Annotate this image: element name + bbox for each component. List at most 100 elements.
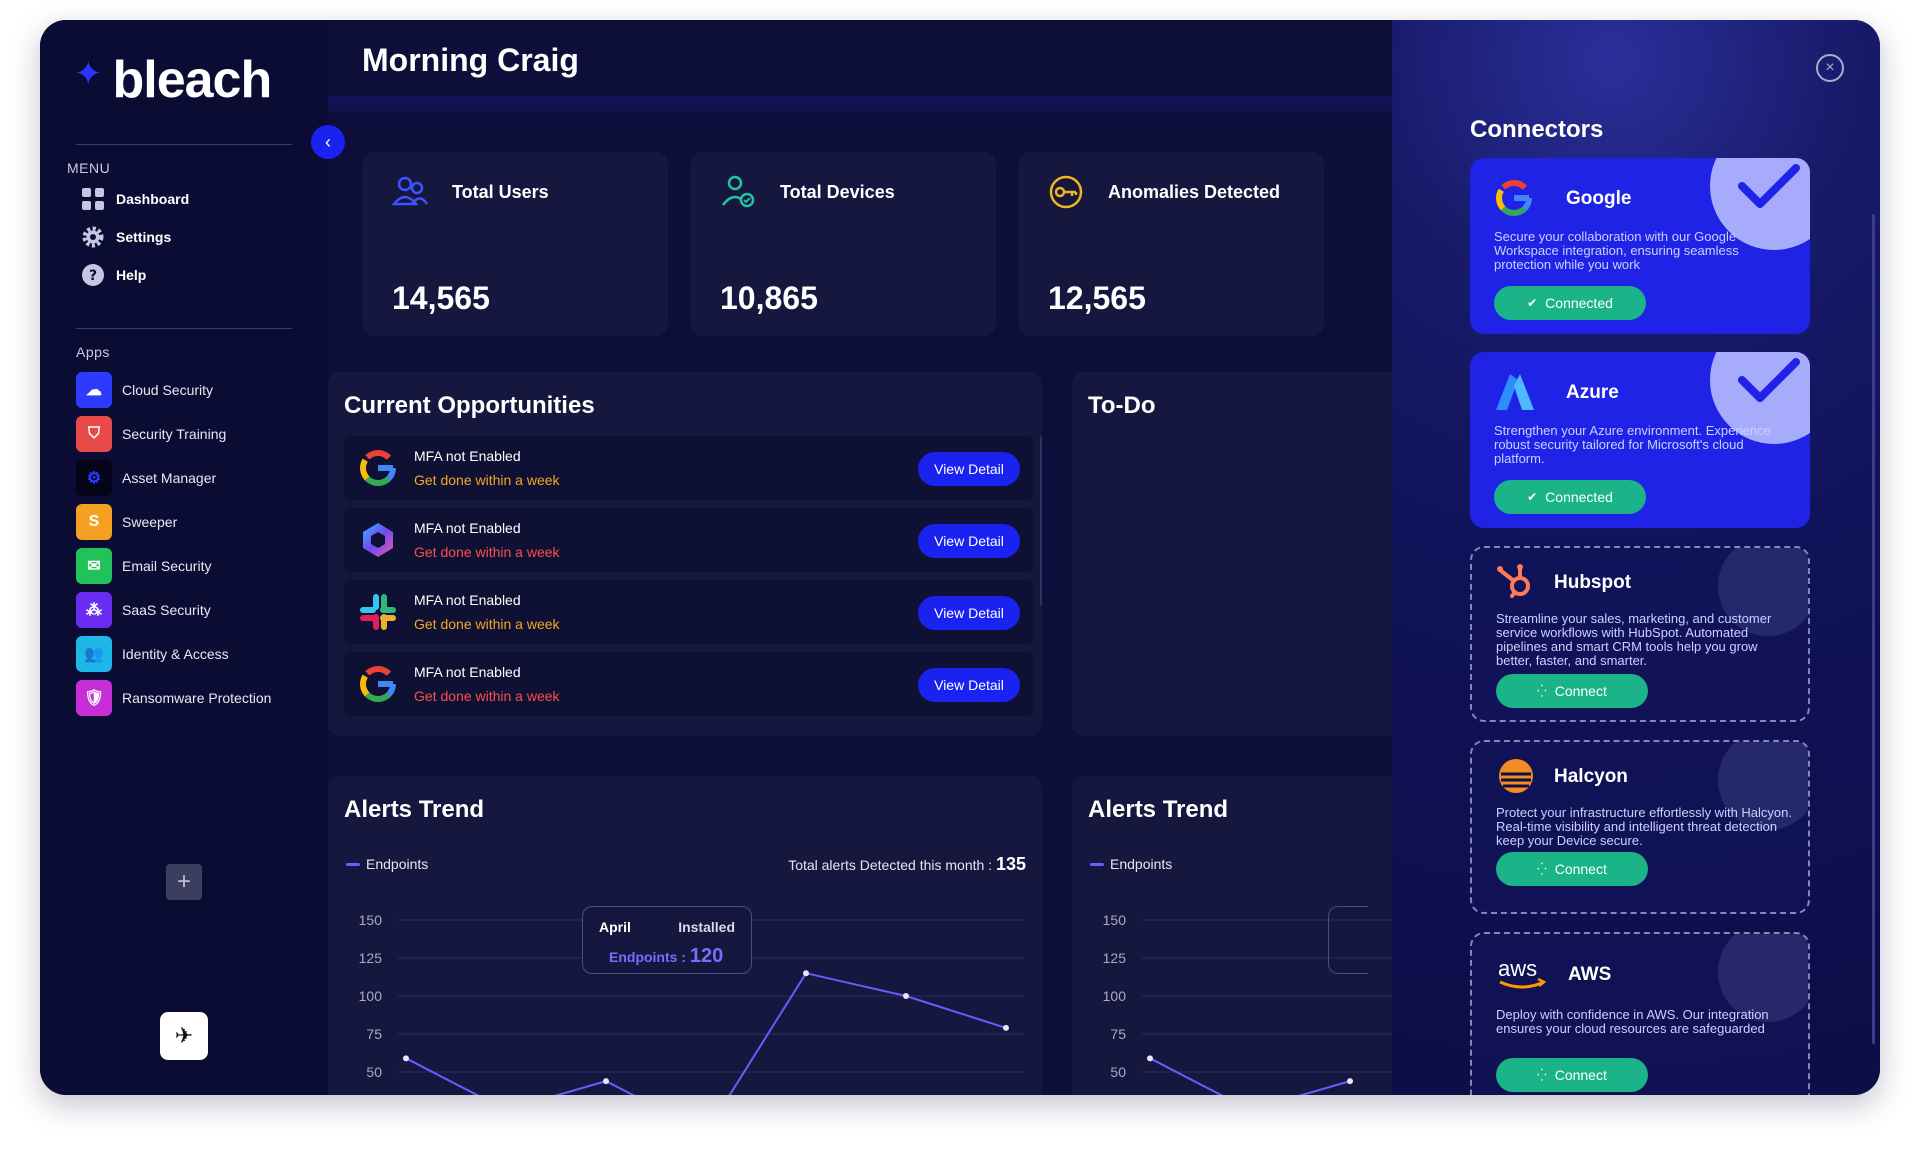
- app-item-cloud-security[interactable]: ☁ Cloud Security: [76, 372, 213, 408]
- slack-icon: [360, 594, 396, 630]
- connector-card-halcyon[interactable]: Halcyon Protect your infrastructure effo…: [1470, 740, 1810, 914]
- connector-description: Protect your infrastructure effortlessly…: [1496, 805, 1792, 848]
- app-item-label: Security Training: [122, 426, 227, 442]
- connector-card-azure[interactable]: Azure Strengthen your Azure environment.…: [1470, 352, 1810, 528]
- chart-legend: Endpoints: [1090, 856, 1172, 872]
- y-tick-label: 100: [1103, 988, 1127, 1004]
- aws-logo-icon: aws: [1496, 954, 1548, 994]
- opportunities-panel: Current Opportunities MFA not Enabled Ge…: [328, 372, 1042, 736]
- svg-text:?: ?: [89, 268, 97, 284]
- people-icon: 👥: [76, 636, 112, 672]
- stat-value: 10,865: [720, 280, 818, 316]
- help-icon: ?: [80, 262, 106, 288]
- hubspot-logo-icon: [1496, 562, 1536, 602]
- app-item-identity-access[interactable]: 👥 Identity & Access: [76, 636, 229, 672]
- app-item-security-training[interactable]: ⛉ Security Training: [76, 416, 226, 452]
- y-tick-label: 125: [359, 950, 383, 966]
- gear-icon: [80, 224, 106, 250]
- button-label: Connected: [1545, 489, 1613, 505]
- opportunity-title: MFA not Enabled: [414, 592, 521, 608]
- divider: [76, 328, 292, 329]
- app-item-email-security[interactable]: ✉ Email Security: [76, 548, 211, 584]
- data-point[interactable]: [1347, 1078, 1353, 1085]
- menu-label: MENU: [67, 160, 111, 176]
- header-band: [328, 96, 1432, 118]
- chart-tooltip: April Installed Endpoints : 120: [582, 906, 752, 974]
- connector-card-aws[interactable]: aws AWS Deploy with confidence in AWS. O…: [1470, 932, 1810, 1095]
- device-user-icon: [722, 175, 755, 208]
- button-label: Connected: [1545, 295, 1613, 311]
- tooltip-series: Endpoints : 120: [609, 945, 723, 968]
- connector-card-google[interactable]: Google Secure your collaboration with ou…: [1470, 158, 1810, 334]
- view-detail-button[interactable]: View Detail: [918, 524, 1020, 558]
- grid-icon: [80, 186, 106, 212]
- data-point[interactable]: [603, 1078, 609, 1085]
- legend-swatch: [1090, 862, 1104, 866]
- connector-name: AWS: [1568, 964, 1612, 985]
- legend-label: Endpoints: [1110, 856, 1173, 872]
- list-scrollbar[interactable]: [1040, 436, 1042, 606]
- connector-description: Strengthen your Azure environment. Exper…: [1494, 423, 1771, 466]
- partner-logo-icon[interactable]: ✈: [160, 1012, 208, 1060]
- stat-label: Total Devices: [780, 182, 895, 202]
- app-item-label: Ransomware Protection: [122, 690, 272, 706]
- data-point[interactable]: [1003, 1024, 1009, 1031]
- line-chart: 150 125 100 75 50: [1103, 912, 1434, 1095]
- loading-icon: ⁛: [1537, 862, 1547, 876]
- view-detail-button[interactable]: View Detail: [918, 668, 1020, 702]
- chart-legend: Endpoints: [346, 856, 428, 872]
- stat-label: Total Users: [452, 182, 549, 202]
- sidebar: ✦ bleach MENU Dashboard Settings ? Help …: [40, 20, 328, 1095]
- shield-icon: ⛉: [76, 416, 112, 452]
- connector-description: Secure your collaboration with our Googl…: [1494, 229, 1739, 272]
- opportunity-title: MFA not Enabled: [414, 520, 521, 536]
- total-alerts-label: Total alerts Detected this month :: [788, 857, 996, 873]
- app-item-asset-manager[interactable]: ⚙ Asset Manager: [76, 460, 216, 496]
- alerts-trend-panel-2: Alerts Trend Endpoints 150 125 100 75 50: [1072, 776, 1452, 1095]
- todo-panel: To-Do: [1072, 372, 1452, 736]
- add-app-button[interactable]: +: [166, 864, 202, 900]
- app-item-sweeper[interactable]: S Sweeper: [76, 504, 177, 540]
- close-icon[interactable]: ×: [1816, 54, 1844, 82]
- main-content: Morning Craig Total Users 14,565 Total D…: [328, 20, 1452, 1095]
- drawer-scrollbar[interactable]: [1872, 214, 1875, 1044]
- sidebar-item-settings[interactable]: Settings: [80, 224, 171, 250]
- connect-button[interactable]: ⁛ Connect: [1496, 674, 1648, 708]
- connected-button[interactable]: ✔ Connected: [1494, 286, 1646, 320]
- y-tick-label: 50: [1110, 1064, 1126, 1080]
- list-item: MFA not Enabled Get done within a week V…: [344, 508, 1034, 572]
- view-detail-button[interactable]: View Detail: [918, 452, 1020, 486]
- view-detail-button[interactable]: View Detail: [918, 596, 1020, 630]
- app-item-ransomware-protection[interactable]: 🛡 Ransomware Protection: [76, 680, 271, 716]
- google-logo-icon: [1494, 178, 1534, 218]
- app-item-label: Cloud Security: [122, 382, 214, 398]
- connect-button[interactable]: ⁛ Connect: [1496, 1058, 1648, 1092]
- brand-logo[interactable]: ✦ bleach: [74, 50, 272, 110]
- chart-tooltip-partial: [1328, 906, 1368, 974]
- sparkle-icon: ✦: [74, 55, 103, 93]
- data-point[interactable]: [803, 970, 809, 977]
- tooltip-series-label: Endpoints :: [609, 949, 690, 965]
- app-item-saas-security[interactable]: ⁂ SaaS Security: [76, 592, 211, 628]
- app-item-label: Identity & Access: [122, 646, 229, 662]
- button-label: Connect: [1554, 1067, 1607, 1083]
- connector-card-hubspot[interactable]: Hubspot Streamline your sales, marketing…: [1470, 546, 1810, 722]
- lock-laptop-icon: 🛡: [76, 680, 112, 716]
- y-tick-label: 125: [1103, 950, 1127, 966]
- sidebar-item-dashboard[interactable]: Dashboard: [80, 186, 189, 212]
- opportunity-due: Get done within a week: [414, 472, 560, 488]
- google-icon: [360, 666, 396, 702]
- series-line: [1149, 1057, 1351, 1095]
- app-item-label: Sweeper: [122, 514, 178, 530]
- connected-button[interactable]: ✔ Connected: [1494, 480, 1646, 514]
- sidebar-item-help[interactable]: ? Help: [80, 262, 146, 288]
- connect-button[interactable]: ⁛ Connect: [1496, 852, 1648, 886]
- collapse-sidebar-button[interactable]: ‹: [311, 125, 345, 159]
- data-point[interactable]: [403, 1055, 409, 1062]
- button-label: Connect: [1554, 861, 1607, 877]
- data-point[interactable]: [903, 993, 909, 999]
- tooltip-month: April: [599, 919, 631, 935]
- apps-label: Apps: [76, 344, 110, 360]
- opportunity-due: Get done within a week: [414, 688, 560, 704]
- data-point[interactable]: [1147, 1055, 1153, 1062]
